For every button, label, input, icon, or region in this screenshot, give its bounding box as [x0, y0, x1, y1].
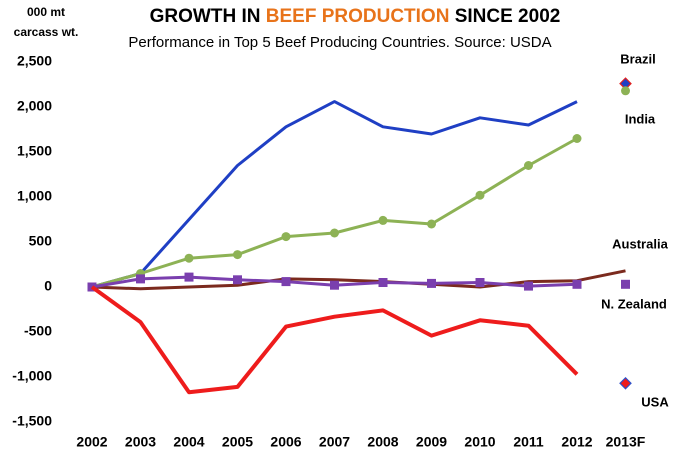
point [621, 86, 630, 96]
legend-label: USA [641, 394, 669, 409]
point [475, 190, 485, 200]
series-line [91, 100, 578, 289]
series-line [91, 269, 626, 291]
point [427, 219, 436, 229]
point [378, 215, 388, 225]
point [281, 232, 291, 242]
y-tick-label: 1,000 [17, 188, 52, 204]
y-tick-label: 2,000 [17, 98, 52, 114]
point [621, 279, 630, 289]
x-tick-label: 2013F [606, 434, 646, 450]
x-tick-label: 2008 [367, 434, 398, 450]
legend-label: India [625, 111, 656, 126]
y-tick-label: -1,000 [12, 368, 52, 384]
point [136, 274, 145, 284]
x-tick-label: 2002 [76, 434, 107, 450]
y-axis-label: carcass wt. [14, 25, 79, 39]
point [330, 228, 339, 238]
y-tick-label: 500 [29, 233, 53, 249]
x-tick-label: 2011 [513, 434, 544, 450]
series-line [90, 285, 579, 395]
title-part: GROWTH IN [150, 6, 266, 27]
y-tick-label: 1,500 [17, 143, 52, 159]
title-part: SINCE 2002 [449, 6, 560, 27]
point [524, 161, 533, 170]
point [184, 272, 194, 282]
point [475, 278, 485, 287]
x-tick-label: 2005 [222, 434, 253, 450]
y-tick-label: -500 [24, 323, 52, 339]
y-axis-label: 000 mt [27, 5, 65, 19]
point [378, 278, 388, 287]
legend-label: Brazil [620, 51, 655, 66]
y-tick-label: 0 [44, 278, 52, 294]
x-tick-label: 2004 [173, 434, 204, 450]
point [524, 281, 533, 291]
y-tick-label: 2,500 [17, 53, 52, 69]
point [572, 279, 582, 289]
y-tick-label: -1,500 [12, 413, 52, 429]
x-tick-label: 2012 [561, 434, 592, 450]
x-tick-label: 2003 [125, 434, 156, 450]
legend-label: Australia [612, 236, 668, 251]
x-tick-label: 2006 [270, 434, 301, 450]
x-tick-label: 2010 [464, 434, 495, 450]
point [233, 275, 242, 285]
title-highlight: BEEF PRODUCTION [266, 6, 450, 27]
legend-label: N. Zealand [601, 296, 667, 311]
point [330, 280, 339, 290]
point [184, 253, 194, 263]
point [427, 278, 436, 288]
x-tick-label: 2009 [416, 434, 447, 450]
chart-title: GROWTH IN BEEF PRODUCTION SINCE 2002 [150, 6, 561, 27]
point [281, 277, 291, 287]
point [572, 134, 582, 143]
point [619, 376, 632, 390]
chart-subtitle: Performance in Top 5 Beef Producing Coun… [128, 34, 551, 51]
series-line [91, 137, 578, 289]
x-tick-label: 2007 [319, 434, 350, 450]
point [233, 250, 242, 260]
